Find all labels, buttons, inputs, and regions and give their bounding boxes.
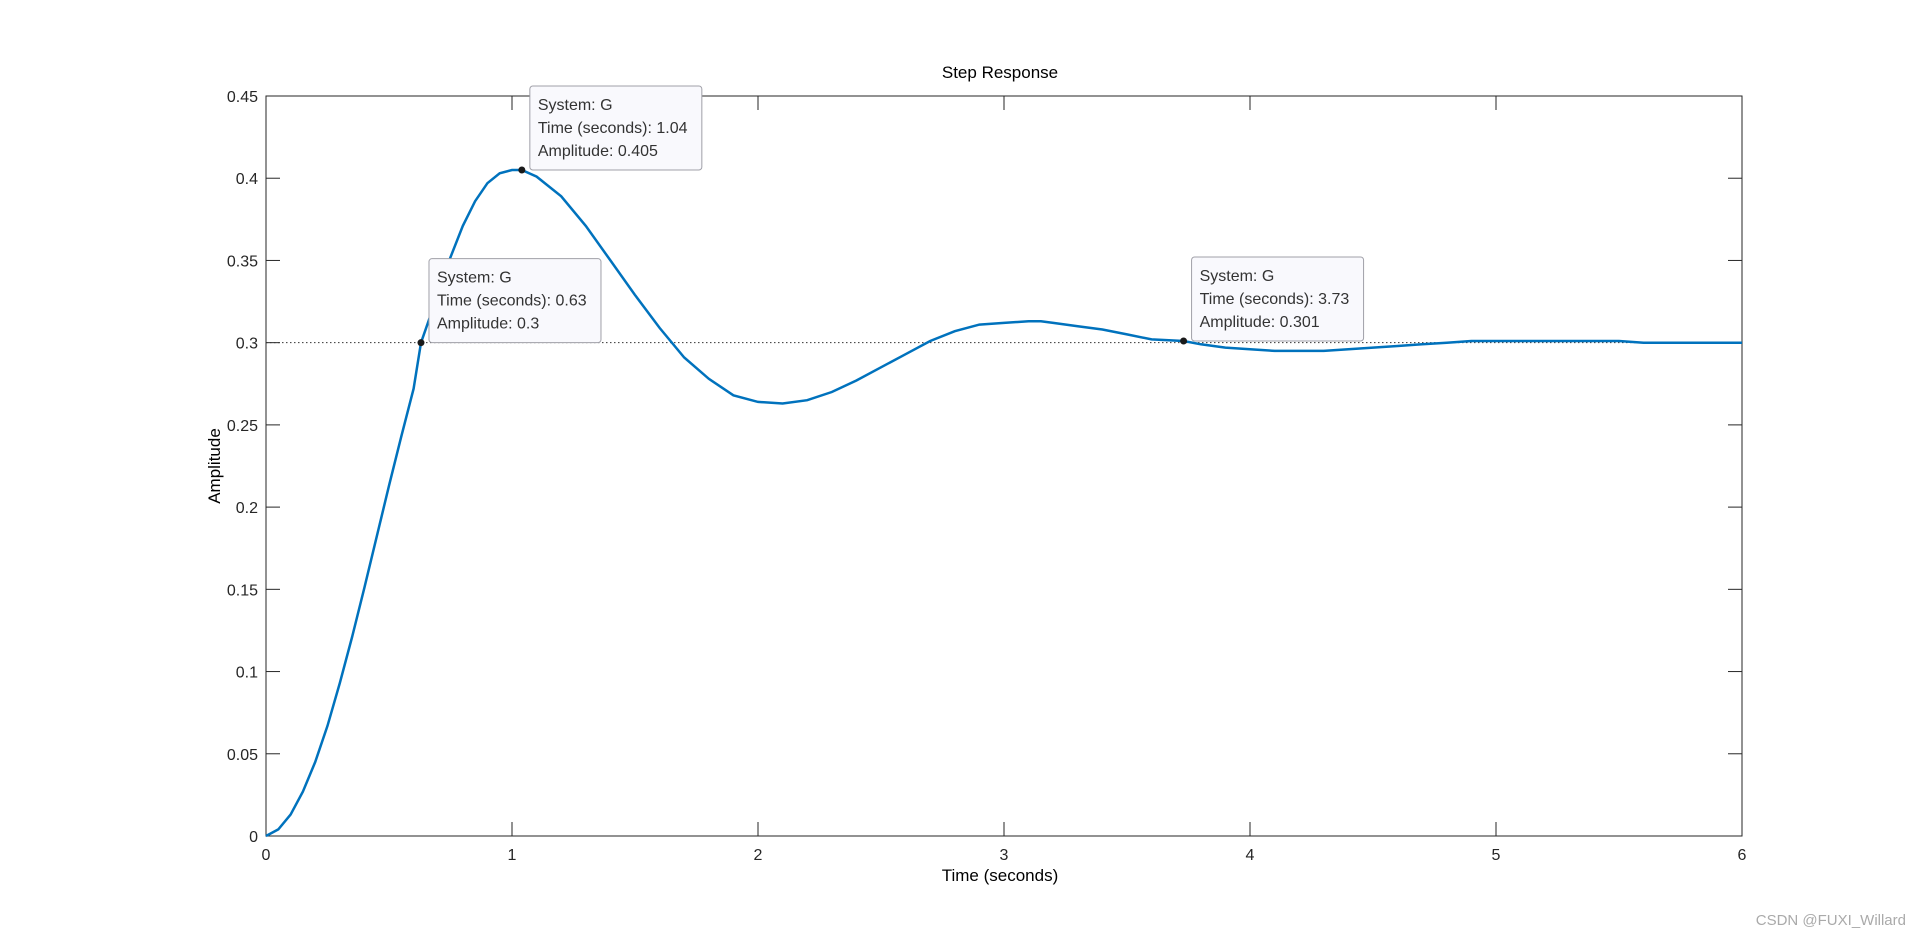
x-axis-label: Time (seconds) — [942, 866, 1059, 885]
x-tick-label: 6 — [1738, 847, 1747, 864]
datatips: System: G Time (seconds): 0.63 Amplitude: … — [417, 85, 1365, 347]
plot-area[interactable] — [265, 95, 1743, 837]
y-tick-label: 0.25 — [227, 418, 258, 435]
datatip-line: Time (seconds): 1.04 — [538, 120, 688, 137]
step-response-line[interactable] — [265, 168, 1742, 838]
datatip[interactable]: System: G Time (seconds): 0.63 Amplitude: … — [417, 258, 602, 347]
datatip-line: Amplitude: 0.405 — [538, 143, 658, 160]
datatip-line: Amplitude: 0.301 — [1200, 314, 1320, 331]
y-tick-label: 0.2 — [236, 500, 258, 517]
datatip-box — [529, 85, 703, 171]
datatip-line: System: G — [1200, 268, 1275, 285]
y-axis-label: Amplitude — [205, 428, 224, 504]
datatip-line: Time (seconds): 3.73 — [1200, 291, 1350, 308]
y-tick-label: 0.35 — [227, 253, 258, 270]
x-tick-label: 0 — [262, 847, 271, 864]
y-tick-label: 0 — [249, 829, 258, 846]
y-axis: 0 0.05 0.1 0.15 0.2 0.25 0.3 0.35 0.4 0.45 — [227, 89, 1742, 846]
x-axis: 0 1 2 3 4 5 6 — [262, 96, 1747, 864]
y-tick-label: 0.3 — [236, 336, 258, 353]
x-tick-label: 2 — [754, 847, 763, 864]
y-tick-label: 0.05 — [227, 747, 258, 764]
datatip-marker[interactable] — [518, 166, 526, 174]
datatip-line: System: G — [538, 97, 613, 114]
datatip-marker[interactable] — [1180, 337, 1188, 345]
datatip-marker[interactable] — [417, 339, 425, 347]
watermark: CSDN @FUXI_Willard — [1755, 912, 1906, 929]
datatip-line: System: G — [437, 270, 512, 287]
x-tick-label: 4 — [1246, 847, 1255, 864]
y-tick-label: 0.1 — [236, 665, 258, 682]
datatip-box — [1191, 256, 1365, 342]
datatip-line: Time (seconds): 0.63 — [437, 293, 587, 310]
x-tick-label: 5 — [1492, 847, 1501, 864]
datatip[interactable]: System: G Time (seconds): 1.04 Amplitude: … — [518, 85, 703, 174]
x-tick-label: 1 — [508, 847, 517, 864]
datatip[interactable]: System: G Time (seconds): 3.73 Amplitude: … — [1180, 256, 1365, 345]
x-tick-label: 3 — [1000, 847, 1009, 864]
chart-title: Step Response — [942, 63, 1058, 82]
datatip-box — [428, 258, 602, 344]
y-tick-label: 0.4 — [236, 171, 258, 188]
datatip-line: Amplitude: 0.3 — [437, 316, 539, 333]
y-tick-label: 0.45 — [227, 89, 258, 106]
y-tick-label: 0.15 — [227, 582, 258, 599]
